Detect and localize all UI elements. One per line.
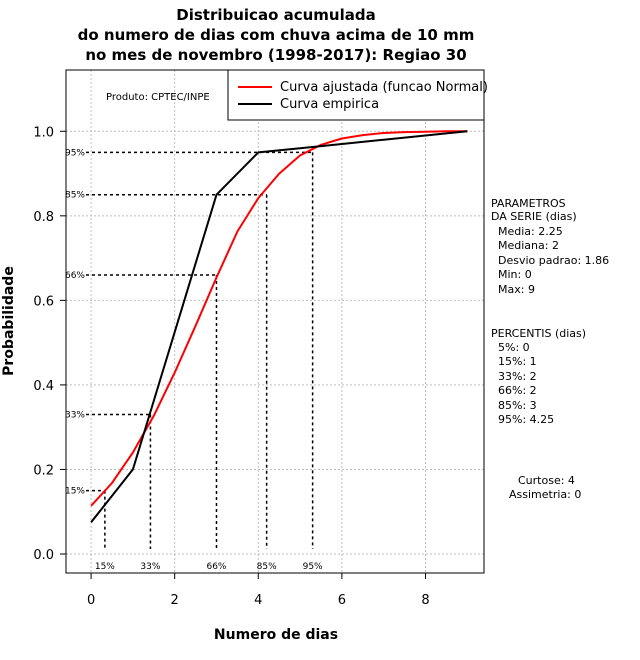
percentile-y-label: 85% <box>65 191 85 201</box>
parametros-line: Max: 9 <box>498 283 535 296</box>
percentis-header: PERCENTIS (dias) <box>491 327 586 340</box>
y-tick-label: 1.0 <box>33 125 54 140</box>
y-axis: 0.0 0.2 0.4 0.6 0.8 1.0 <box>33 125 66 563</box>
series-line-fitted <box>90 130 468 507</box>
y-axis-title: Probabilidade <box>1 266 17 376</box>
percentis-panel: PERCENTIS (dias) 5%: 0 15%: 1 33%: 2 66%… <box>491 327 586 426</box>
x-tick-label: 4 <box>254 593 262 608</box>
parametros-header-2: DA SERIE (dias) <box>491 210 577 223</box>
x-tick-label: 2 <box>171 593 179 608</box>
x-tick-label: 0 <box>87 593 95 608</box>
legend: Curva ajustada (funcao Normal) Curva emp… <box>227 69 488 121</box>
percentis-line: 95%: 4.25 <box>498 413 554 426</box>
y-tick-label: 0.8 <box>33 210 54 225</box>
y-tick-label: 0.0 <box>33 548 54 563</box>
percentile-y-label: 95% <box>65 148 85 158</box>
percentile-x-label: 85% <box>257 562 277 572</box>
produto-label: Produto: CPTEC/INPE <box>106 92 210 103</box>
percentis-line: 5%: 0 <box>498 341 530 354</box>
chart-title-line-3: no mes de novembro (1998-2017): Regiao 3… <box>85 46 466 64</box>
parametros-line: Desvio padrao: 1.86 <box>498 254 609 267</box>
percentis-line: 66%: 2 <box>498 384 537 397</box>
curtose-label: Curtose: 4 <box>518 474 575 487</box>
y-tick-label: 0.6 <box>33 294 54 309</box>
percentile-y-label: 66% <box>65 271 85 281</box>
grid <box>66 70 484 573</box>
parametros-line: Mediana: 2 <box>498 239 559 252</box>
parametros-header-1: PARAMETROS <box>491 197 566 210</box>
legend-label-fitted: Curva ajustada (funcao Normal) <box>280 80 488 95</box>
legend-label-empirical: Curva empirica <box>280 97 379 112</box>
percentile-x-label: 95% <box>303 562 323 572</box>
parametros-line: Media: 2.25 <box>498 225 563 238</box>
chart-title-line-1: Distribuicao acumulada <box>176 6 375 24</box>
series-line-empirical <box>90 130 468 523</box>
y-tick-label: 0.4 <box>33 379 54 394</box>
percentis-line: 33%: 2 <box>498 370 537 383</box>
percentis-line: 15%: 1 <box>498 355 537 368</box>
x-axis: 0 2 4 6 8 <box>87 573 430 608</box>
legend-box <box>227 69 485 121</box>
percentile-y-label: 33% <box>65 410 85 420</box>
y-tick-label: 0.2 <box>33 463 54 478</box>
assimetria-label: Assimetria: 0 <box>509 488 581 501</box>
parametros-line: Min: 0 <box>498 268 532 281</box>
percentile-x-label: 15% <box>95 562 115 572</box>
chart-title-line-2: do numero de dias com chuva acima de 10 … <box>78 26 475 44</box>
x-tick-label: 6 <box>338 593 346 608</box>
parametros-panel: PARAMETROS DA SERIE (dias) Media: 2.25 M… <box>491 197 609 296</box>
percentile-guides: 15% 15% 33% 33% 66% 66% 85% 85% 95% 95% <box>65 148 323 572</box>
percentile-x-label: 33% <box>140 562 160 572</box>
percentile-y-label: 15% <box>65 487 85 497</box>
series-group <box>90 130 468 523</box>
x-tick-label: 8 <box>421 593 429 608</box>
percentile-x-label: 66% <box>206 562 226 572</box>
percentis-line: 85%: 3 <box>498 399 537 412</box>
plot-frame <box>65 69 485 574</box>
x-axis-title: Numero de dias <box>214 627 338 643</box>
